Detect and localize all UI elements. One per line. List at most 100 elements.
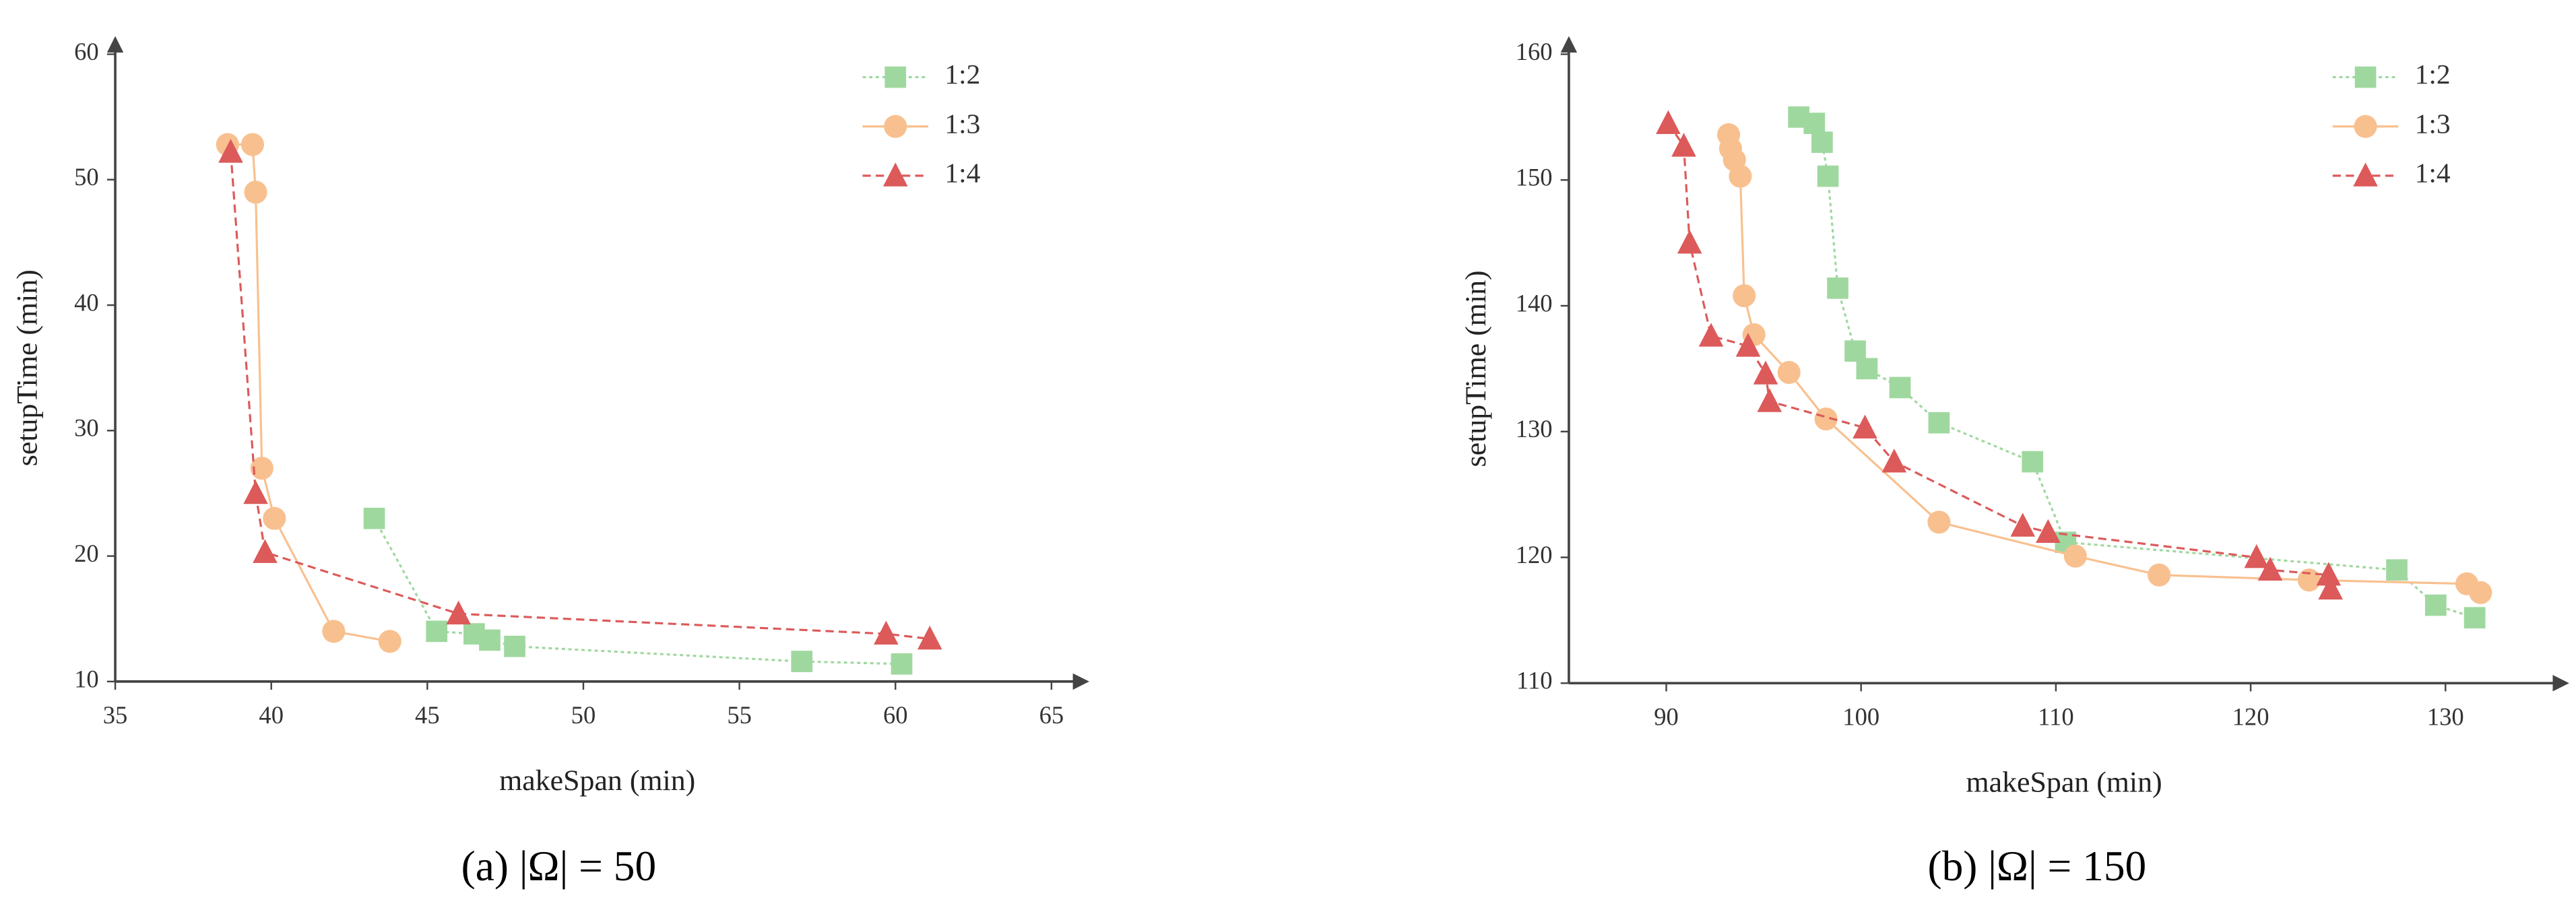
marker-square [2424,594,2447,616]
marker-triangle [1677,230,1702,254]
marker-triangle [1671,133,1696,157]
x-tick-label: 55 [727,701,752,729]
marker-circle [244,181,267,204]
marker-square [363,507,385,529]
marker-triangle [1881,449,1907,473]
x-axis-label: makeSpan (min) [499,764,695,797]
y-axis-label: setupTime (min) [11,269,43,466]
y-tick-label: 150 [1516,164,1553,191]
marker-square [1817,165,1839,187]
marker-square [1889,376,1911,399]
marker-triangle [2244,544,2269,568]
x-tick-label: 100 [1842,702,1879,730]
legend-label: 1:2 [2415,59,2451,90]
x-tick-label: 110 [2038,702,2074,730]
legend-label: 1:3 [2415,108,2451,139]
marker-square [426,620,448,643]
caption: (a) |Ω| = 50 [461,843,656,890]
marker-triangle [2036,519,2061,544]
marker-triangle [1757,388,1782,412]
y-tick-label: 160 [1516,38,1553,65]
marker-square [479,629,501,651]
marker-triangle [1853,414,1877,439]
y-axis-label: setupTime (min) [1460,270,1492,467]
marker-circle [1814,407,1838,431]
legend-marker [884,66,907,88]
legend-marker [884,114,907,138]
y-arrow [106,36,124,53]
legend-marker [2353,162,2378,187]
legend-label: 1:4 [2415,157,2451,188]
legend-label: 1:4 [944,157,980,188]
marker-square [1928,412,1950,434]
legend-marker [882,162,908,187]
y-tick-label: 50 [74,163,99,191]
marker-square [1811,131,1833,154]
y-tick-label: 130 [1516,415,1553,442]
x-tick-label: 45 [415,701,440,729]
marker-triangle [446,600,471,625]
marker-triangle [253,539,278,563]
x-tick-label: 40 [259,701,284,729]
x-tick-label: 60 [883,701,908,729]
marker-square [2386,559,2408,581]
marker-square [891,653,913,675]
x-tick-label: 50 [571,701,596,729]
y-tick-label: 20 [74,539,99,567]
marker-circle [1729,164,1752,188]
marker-triangle [2257,556,2283,581]
series-line [1727,134,2482,594]
marker-circle [2148,563,2171,587]
x-arrow [1072,673,1089,690]
marker-triangle [917,626,942,650]
y-tick-label: 30 [74,414,99,442]
plot: 35 40 45 50 55 60 65 10 20 30 40 50 60 makeSpan (min)… [11,36,1089,890]
marker-circle [322,620,346,643]
x-tick-label: 120 [2232,702,2269,730]
series-line [1667,123,2332,589]
marker-triangle [1735,333,1761,357]
x-tick-label: 65 [1039,701,1064,729]
marker-square [1803,112,1826,135]
plot: 90 100 110 120 130 110 120 130 140 150 160 makeSpan… [1460,36,2569,890]
y-tick-label: 10 [74,665,99,692]
legend-marker [2354,114,2377,138]
marker-triangle [1698,323,1724,347]
series-line [1798,116,2476,619]
marker-triangle [1656,110,1681,135]
marker-square [1827,277,1848,299]
marker-triangle [243,480,268,504]
x-arrow [2552,675,2569,692]
legend-marker [2354,66,2377,88]
marker-triangle [874,620,899,645]
marker-square [2464,607,2486,629]
series-line [229,152,930,641]
legend-label: 1:3 [944,108,980,139]
x-tick-label: 130 [2427,702,2464,730]
marker-circle [250,457,273,480]
series-line [373,517,902,665]
caption: (b) |Ω| = 150 [1927,843,2146,890]
marker-circle [2063,544,2087,568]
marker-square [2022,451,2044,473]
y-tick-label: 110 [1516,667,1553,694]
y-tick-label: 120 [1516,541,1553,568]
y-tick-label: 60 [74,38,99,65]
y-tick-label: 140 [1516,289,1553,317]
marker-square [791,651,813,672]
x-axis-label: makeSpan (min) [1966,766,2162,799]
marker-circle [240,133,264,156]
marker-square [504,635,525,657]
marker-circle [378,630,401,653]
marker-circle [1733,284,1756,308]
marker-triangle [218,139,243,163]
x-tick-label: 35 [103,701,128,729]
marker-circle [1927,511,1951,534]
marker-circle [263,506,286,530]
marker-triangle [1753,360,1778,385]
marker-circle [2297,568,2321,592]
marker-circle [2469,581,2492,604]
marker-triangle [2316,562,2342,586]
marker-square [1856,358,1878,380]
